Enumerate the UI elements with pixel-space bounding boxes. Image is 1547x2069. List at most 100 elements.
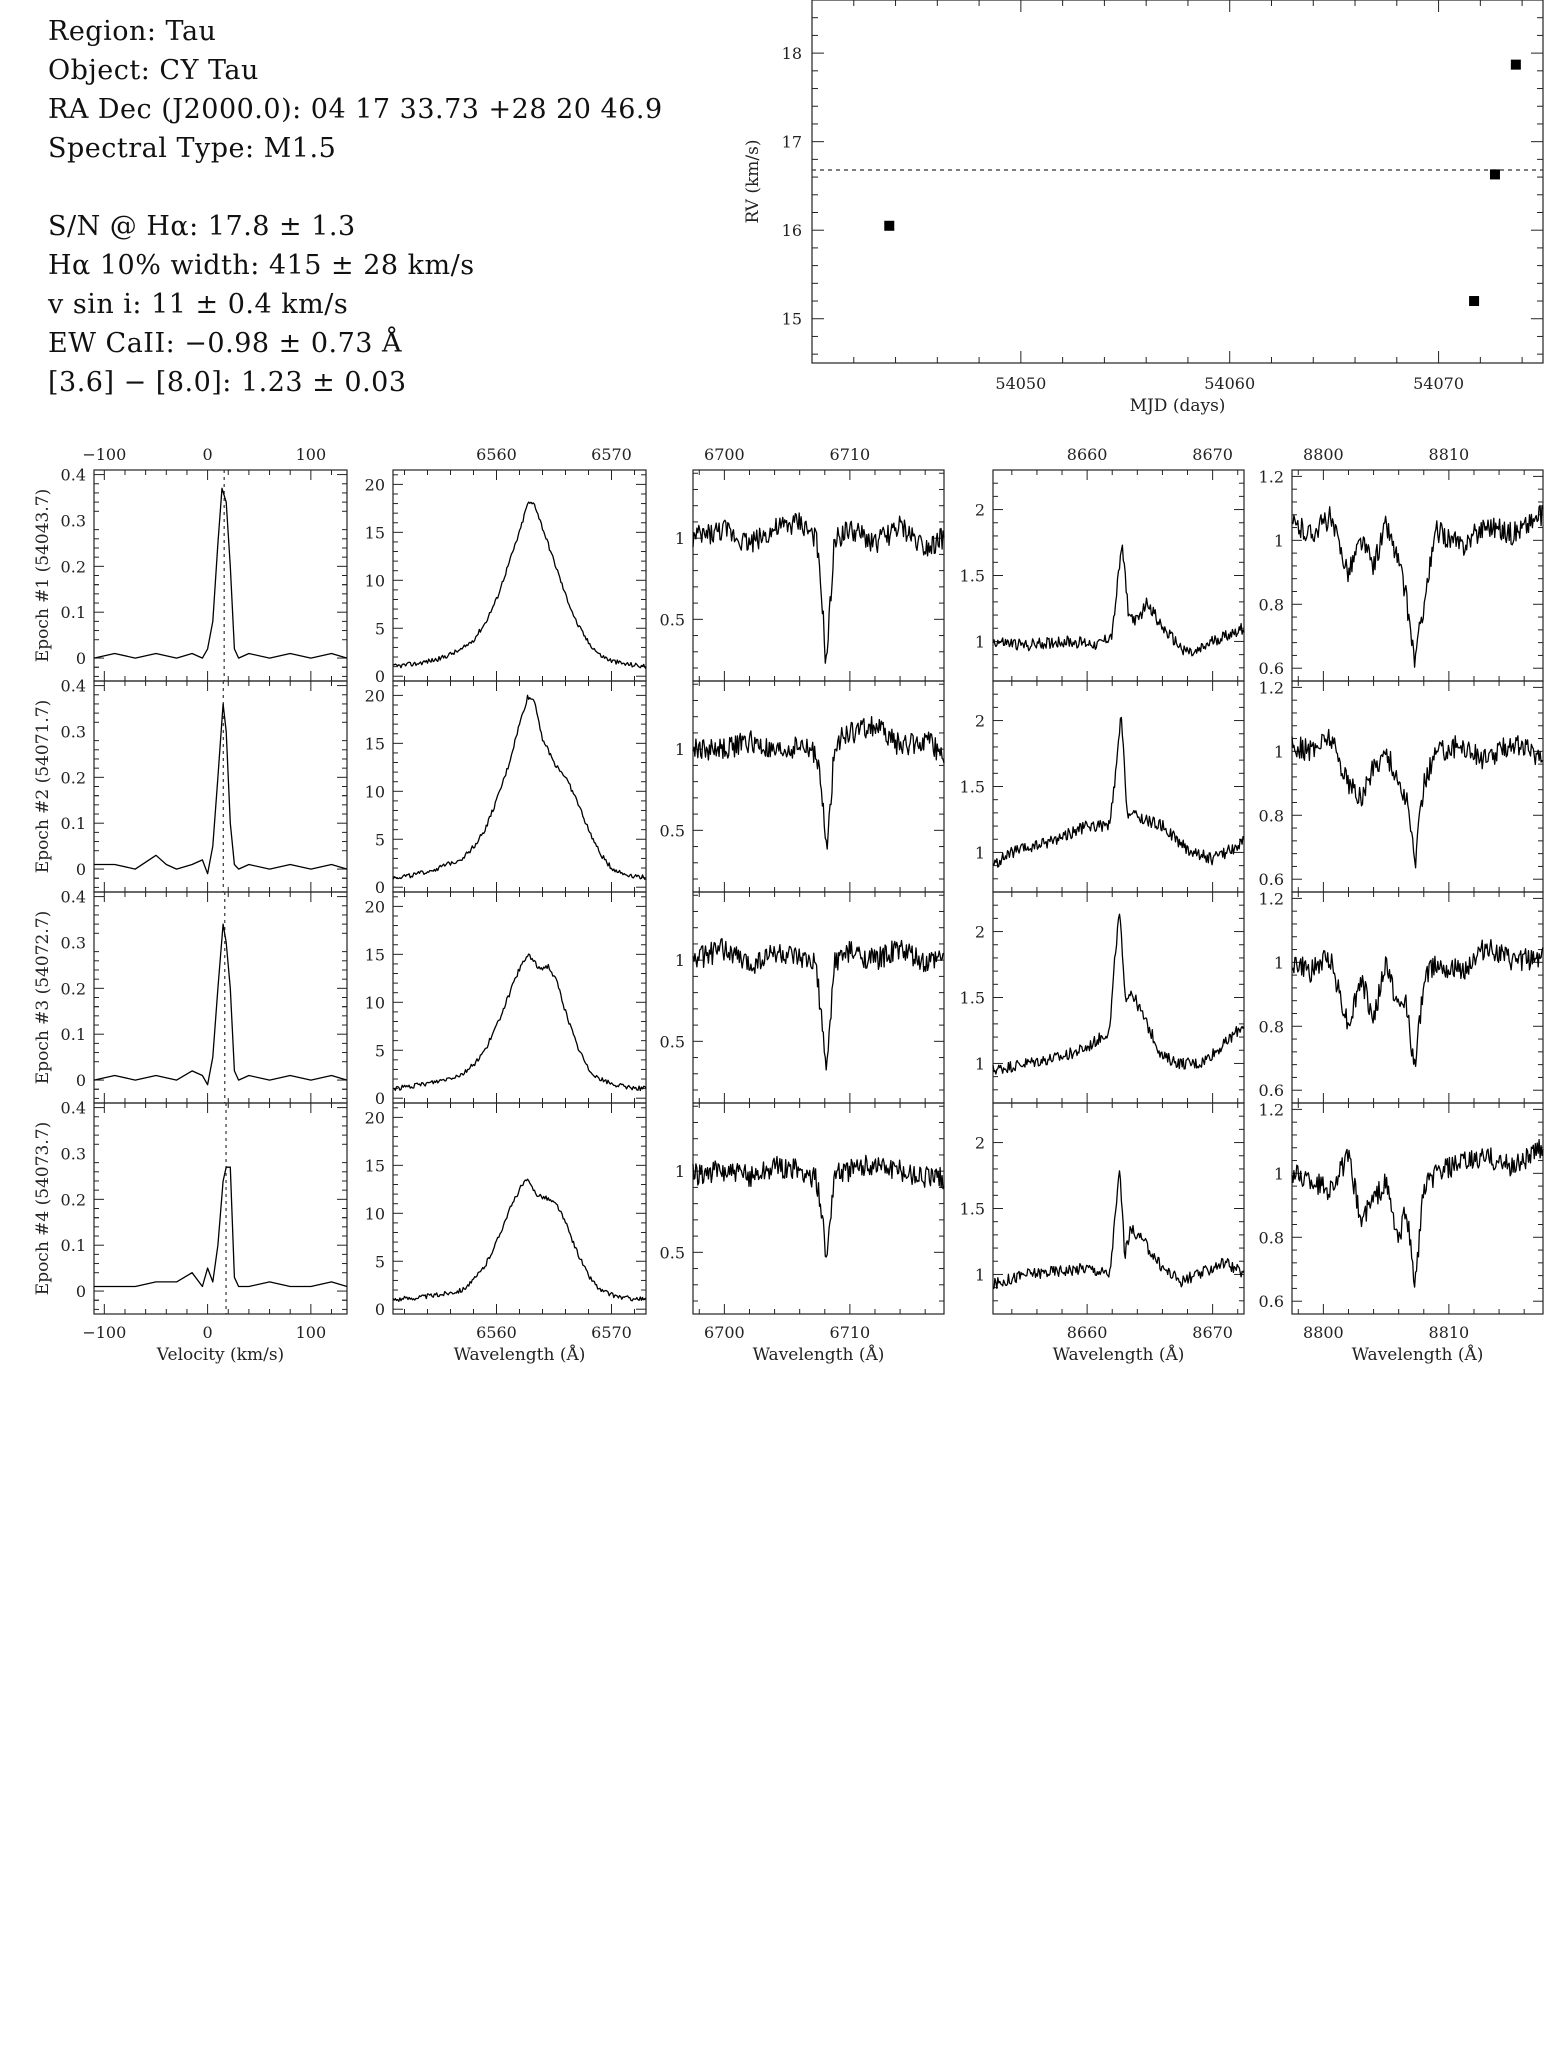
spectrum-y-tick-label: 1.5 [960, 1200, 985, 1219]
spectrum-y-tick-label: 0 [76, 1282, 86, 1301]
spectrum-line [992, 716, 1245, 868]
spectrum-y-tick-label: 2 [975, 712, 985, 731]
spectrum-y-tick-label: 0.5 [660, 610, 685, 629]
spectrum-line [392, 953, 647, 1092]
spectrum-line [1291, 728, 1544, 869]
rv-y-axis-label: RV (km/s) [743, 139, 763, 223]
spectrum-y-tick-label: 1 [975, 1265, 985, 1284]
spectrum-line [392, 1178, 647, 1302]
rv-point [884, 220, 895, 231]
spectrum-x-tick-label: 100 [296, 1323, 327, 1342]
rv-point [1469, 296, 1480, 307]
spectrum-y-tick-label: 0.2 [61, 557, 86, 576]
spectrum-x-axis-label: Wavelength (Å) [753, 1344, 885, 1365]
spectrum-panel-frame [392, 891, 647, 1104]
vsini-text: v sin i: 11 ± 0.4 km/s [48, 289, 349, 320]
spectrum-y-tick-label: 0.2 [61, 979, 86, 998]
spectrum-line [992, 913, 1245, 1075]
spectrum-y-tick-label: 15 [365, 945, 385, 964]
spectrum-line [93, 487, 348, 659]
spectrum-line [93, 923, 348, 1086]
spectrum-panel-frame [992, 1102, 1245, 1315]
spectrum-panel-frame [692, 1102, 945, 1315]
spectrum-x-tick-label-top: 8660 [1067, 445, 1108, 464]
spectrum-panel-frame [692, 680, 945, 893]
spectrum-x-axis-label: Wavelength (Å) [454, 1344, 586, 1365]
epoch-label: Epoch #3 (54072.7) [33, 911, 53, 1084]
spectrum-x-tick-label-top: 6700 [704, 445, 745, 464]
spectrum-y-tick-label: 20 [365, 1108, 385, 1127]
spectrum-x-tick-label: 8810 [1429, 1323, 1470, 1342]
spectrum-y-tick-label: 10 [365, 1204, 385, 1223]
spectrum-panel-frame [1291, 469, 1544, 682]
spectrum-y-tick-label: 1.2 [1259, 678, 1284, 697]
spectrum-y-tick-label: 1.2 [1259, 889, 1284, 908]
spectrum-line [692, 1154, 945, 1258]
spectrum-x-axis-label: Wavelength (Å) [1053, 1344, 1185, 1365]
spectrum-y-tick-label: 0.4 [61, 466, 86, 485]
spectrum-y-tick-label: 0.6 [1259, 659, 1284, 678]
rv-point [1510, 59, 1521, 70]
ew-caii-text: EW CaII: −0.98 ± 0.73 Å [48, 328, 403, 359]
spectrum-y-tick-label: 0.1 [61, 1236, 86, 1255]
epoch-label: Epoch #1 (54043.7) [33, 489, 53, 662]
spectrum-y-tick-label: 1 [1274, 742, 1284, 761]
spectrum-y-tick-label: 0.1 [61, 1025, 86, 1044]
spectrum-y-tick-label: 10 [365, 571, 385, 590]
spectrum-y-tick-label: 0.3 [61, 511, 86, 530]
spectrum-y-tick-label: 10 [365, 993, 385, 1012]
spectrum-y-tick-label: 15 [365, 523, 385, 542]
region-text: Region: Tau [48, 16, 217, 47]
spectrum-y-tick-label: 5 [375, 830, 385, 849]
spectrum-x-tick-label: 8670 [1192, 1323, 1233, 1342]
sn-text: S/N @ Hα: 17.8 ± 1.3 [48, 211, 356, 242]
spectrum-line [392, 694, 647, 880]
spectrum-y-tick-label: 0.1 [61, 814, 86, 833]
spectrum-line [992, 544, 1245, 657]
rv-x-tick-label: 54050 [995, 374, 1046, 393]
spectrum-x-tick-label-top: 100 [296, 445, 327, 464]
rv-x-tick-label: 54060 [1204, 374, 1255, 393]
spectrum-y-tick-label: 1 [975, 1054, 985, 1073]
spectrum-y-tick-label: 1.2 [1259, 1100, 1284, 1119]
spectrum-y-tick-label: 0.6 [1259, 1292, 1284, 1311]
spectrum-y-tick-label: 0.8 [1259, 1017, 1284, 1036]
spectral-type-text: Spectral Type: M1.5 [48, 133, 337, 164]
object-text: Object: CY Tau [48, 55, 259, 86]
spectrum-y-tick-label: 1 [1274, 1164, 1284, 1183]
spectrum-y-tick-label: 0.2 [61, 1190, 86, 1209]
spectrum-panel-frame [1291, 891, 1544, 1104]
spectrum-y-tick-label: 1 [975, 632, 985, 651]
spectrum-y-tick-label: 1 [975, 843, 985, 862]
spectrum-line [94, 703, 348, 875]
spectrum-y-tick-label: 1 [1274, 953, 1284, 972]
spectrum-x-tick-label: 6700 [704, 1323, 745, 1342]
spectrum-line [692, 715, 945, 850]
spectrum-panel-frame [392, 1102, 647, 1315]
spectrum-line [1291, 504, 1544, 668]
radec-text: RA Dec (J2000.0): 04 17 33.73 +28 20 46.… [48, 94, 663, 125]
spectrum-panel-frame [1291, 1102, 1544, 1315]
spectrum-y-tick-label: 0.1 [61, 603, 86, 622]
spectrum-y-tick-label: 0 [76, 649, 86, 668]
spectrum-line [392, 501, 647, 670]
spectrum-panel-frame [392, 469, 647, 682]
spectrum-y-tick-label: 0 [76, 1071, 86, 1090]
spectrum-panel-frame [93, 680, 348, 893]
spectrum-y-tick-label: 0.6 [1259, 1081, 1284, 1100]
spectrum-x-tick-label: 8660 [1067, 1323, 1108, 1342]
spectrum-y-tick-label: 0.8 [1259, 595, 1284, 614]
rv-x-tick-label: 54070 [1413, 374, 1464, 393]
spectrum-line [94, 1166, 348, 1288]
spectrum-line [992, 1170, 1245, 1290]
spectrum-y-tick-label: 20 [365, 897, 385, 916]
ir-color-text: [3.6] − [8.0]: 1.23 ± 0.03 [48, 367, 407, 398]
spectrum-y-tick-label: 2 [975, 501, 985, 520]
spectrum-y-tick-label: 1.5 [960, 567, 985, 586]
spectrum-y-tick-label: 15 [365, 734, 385, 753]
spectrum-panel-frame [692, 469, 945, 682]
spectrum-y-tick-label: 2 [975, 923, 985, 942]
spectrum-x-tick-label-top: 6560 [476, 445, 517, 464]
spectrum-y-tick-label: 5 [375, 1252, 385, 1271]
